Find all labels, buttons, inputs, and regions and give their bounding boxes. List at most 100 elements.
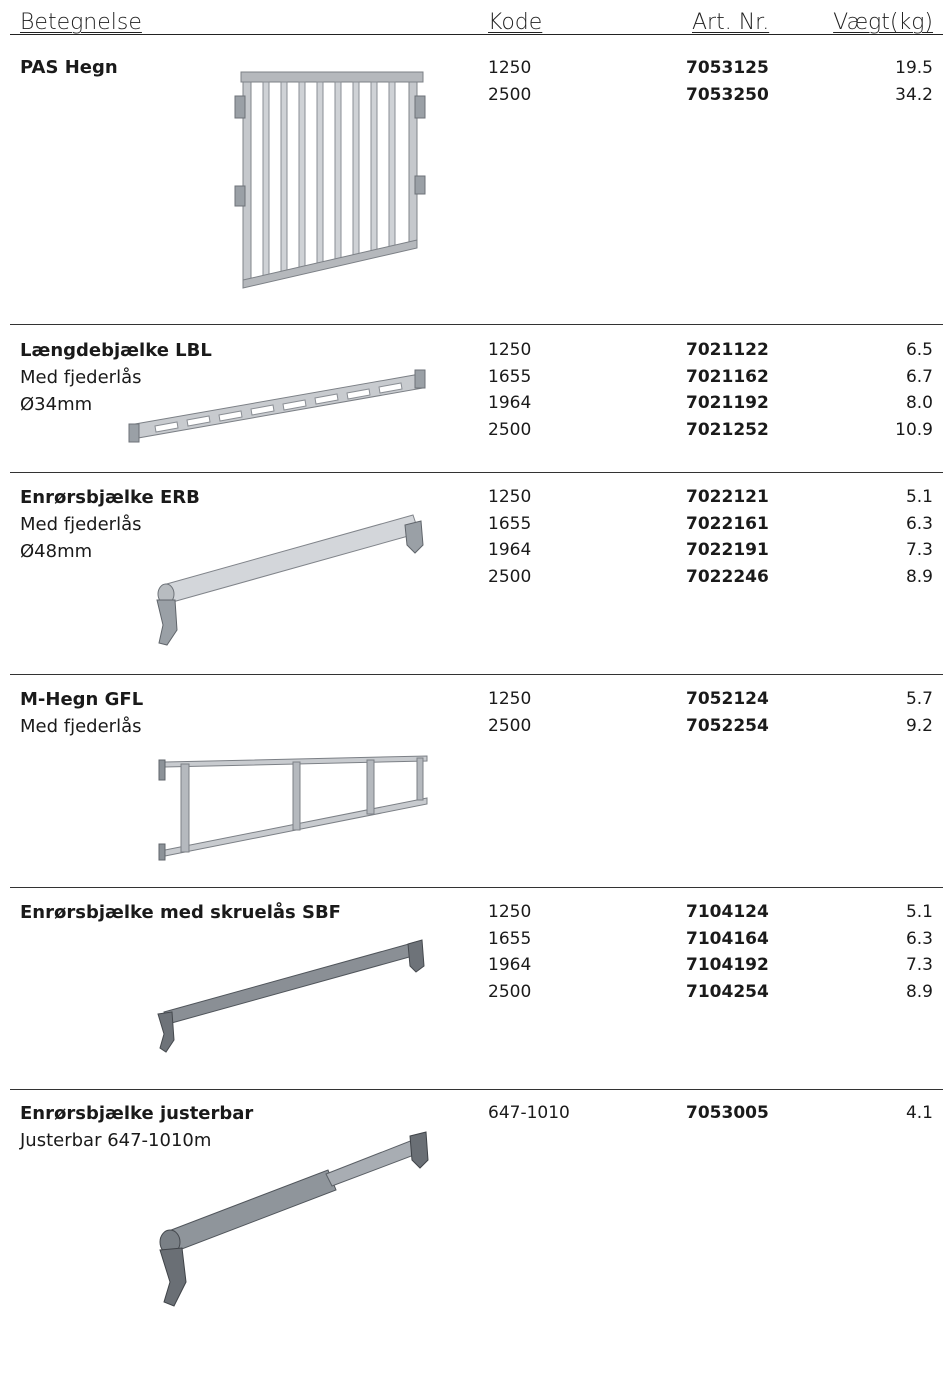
- product-name-block: Enrørsbjælke justerbar Justerbar 647-101…: [20, 1100, 253, 1154]
- art-cell: 7021122: [686, 340, 769, 360]
- vaegt-cell: 7.3: [905, 540, 933, 561]
- vaegt-cell: 7.3: [905, 955, 933, 976]
- product-detail: Med fjederlås: [20, 367, 142, 388]
- art-cell: 7021252: [686, 419, 769, 440]
- product-detail: Justerbar 647-1010m: [20, 1130, 212, 1151]
- section-divider: [10, 887, 943, 888]
- art-cell: 7022191: [686, 540, 769, 561]
- vaegt-cell: 6.3: [905, 513, 933, 534]
- kode-cell: 1964: [488, 540, 532, 561]
- kode-cell: 2500: [488, 419, 532, 440]
- vaegt-cell: 6.3: [905, 928, 933, 949]
- art-cell: 7022121: [686, 487, 769, 507]
- kode-column: 647-1010: [488, 1100, 570, 1127]
- vaegt-column: 4.1: [906, 1100, 933, 1127]
- art-cell: 7104164: [686, 928, 769, 949]
- art-cell: 7052124: [686, 689, 769, 709]
- m-fence-illustration: [158, 755, 428, 861]
- product-title: Enrørsbjælke justerbar: [20, 1103, 254, 1124]
- art-column: 7022121 7022161 7022191 7022246: [686, 484, 769, 590]
- art-cell: 7053125: [686, 58, 769, 78]
- vaegt-cell: 8.9: [905, 566, 933, 587]
- product-name-block: Enrørsbjælke ERB Med fjederlås Ø48mm: [20, 484, 200, 565]
- vaegt-cell: 6.7: [905, 366, 933, 387]
- vaegt-column: 5.1 6.3 7.3 8.9: [906, 899, 933, 1005]
- product-detail: Ø48mm: [20, 541, 93, 562]
- kode-cell: 2500: [488, 981, 532, 1002]
- kode-column: 1250 2500: [488, 686, 531, 739]
- art-column: 7053005: [686, 1100, 769, 1127]
- header-betegnelse: Betegnelse: [20, 10, 142, 35]
- kode-cell: 1250: [488, 902, 532, 922]
- vaegt-column: 5.7 9.2: [906, 686, 933, 739]
- vaegt-column: 5.1 6.3 7.3 8.9: [906, 484, 933, 590]
- kode-cell: 1250: [488, 340, 532, 360]
- art-column: 7053125 7053250: [686, 55, 769, 108]
- vaegt-cell: 9.2: [905, 715, 933, 736]
- kode-cell: 2500: [488, 715, 532, 736]
- kode-column: 1250 1655 1964 2500: [488, 337, 531, 443]
- kode-column: 1250 1655 1964 2500: [488, 484, 531, 590]
- section-divider: [10, 674, 943, 675]
- section-divider: [10, 324, 943, 325]
- fence-panel-illustration: [234, 71, 426, 289]
- vaegt-cell: 8.0: [905, 393, 933, 414]
- vaegt-cell: 6.5: [905, 340, 933, 360]
- art-column: 7021122 7021162 7021192 7021252: [686, 337, 769, 443]
- art-column: 7052124 7052254: [686, 686, 769, 739]
- art-cell: 7022161: [686, 513, 769, 534]
- vaegt-cell: 4.1: [905, 1103, 933, 1123]
- art-cell: 7021192: [686, 393, 769, 414]
- art-cell: 7052254: [686, 715, 769, 736]
- kode-column: 1250 1655 1964 2500: [488, 899, 531, 1005]
- product-name-block: M-Hegn GFL Med fjederlås: [20, 686, 143, 740]
- product-name-block: Længdebjælke LBL Med fjederlås Ø34mm: [20, 337, 212, 418]
- header-divider: [10, 34, 943, 35]
- art-cell: 7022246: [686, 566, 769, 587]
- product-title: Enrørsbjælke ERB: [20, 487, 200, 508]
- screw-lock-beam-illustration: [157, 939, 425, 1053]
- product-title: Enrørsbjælke med skruelås SBF: [20, 902, 341, 923]
- kode-cell: 1655: [488, 928, 532, 949]
- art-column: 7104124 7104164 7104192 7104254: [686, 899, 769, 1005]
- kode-cell: 1250: [488, 58, 532, 78]
- adjustable-beam-illustration: [159, 1131, 429, 1307]
- product-title: M-Hegn GFL: [20, 689, 144, 710]
- kode-cell: 1250: [488, 487, 532, 507]
- vaegt-cell: 19.5: [895, 58, 933, 78]
- art-cell: 7021162: [686, 366, 769, 387]
- header-kode: Kode: [488, 10, 543, 35]
- vaegt-cell: 5.7: [905, 689, 933, 709]
- product-name-block: PAS Hegn: [20, 54, 118, 81]
- product-title: PAS Hegn: [20, 57, 118, 78]
- ledger-beam-illustration: [128, 369, 426, 443]
- kode-cell: 1964: [488, 955, 532, 976]
- product-detail: Med fjederlås: [20, 514, 142, 535]
- vaegt-cell: 5.1: [905, 902, 933, 922]
- product-detail: Ø34mm: [20, 394, 93, 415]
- art-cell: 7053005: [686, 1103, 769, 1123]
- product-name-block: Enrørsbjælke med skruelås SBF: [20, 899, 341, 926]
- art-cell: 7104254: [686, 981, 769, 1002]
- vaegt-cell: 34.2: [895, 84, 933, 105]
- vaegt-column: 6.5 6.7 8.0 10.9: [895, 337, 933, 443]
- vaegt-cell: 8.9: [905, 981, 933, 1002]
- header-art-nr: Art. Nr.: [692, 10, 770, 35]
- product-detail: Med fjederlås: [20, 716, 142, 737]
- kode-cell: 2500: [488, 84, 532, 105]
- art-cell: 7104124: [686, 902, 769, 922]
- section-divider: [10, 1089, 943, 1090]
- kode-cell: 1655: [488, 366, 532, 387]
- product-title: Længdebjælke LBL: [20, 340, 212, 361]
- kode-column: 1250 2500: [488, 55, 531, 108]
- kode-cell: 1250: [488, 689, 532, 709]
- section-divider: [10, 472, 943, 473]
- art-cell: 7104192: [686, 955, 769, 976]
- art-cell: 7053250: [686, 84, 769, 105]
- vaegt-cell: 10.9: [895, 419, 933, 440]
- vaegt-cell: 5.1: [905, 487, 933, 507]
- kode-cell: 647-1010: [488, 1103, 570, 1123]
- kode-cell: 1964: [488, 393, 532, 414]
- kode-cell: 2500: [488, 566, 532, 587]
- kode-cell: 1655: [488, 513, 532, 534]
